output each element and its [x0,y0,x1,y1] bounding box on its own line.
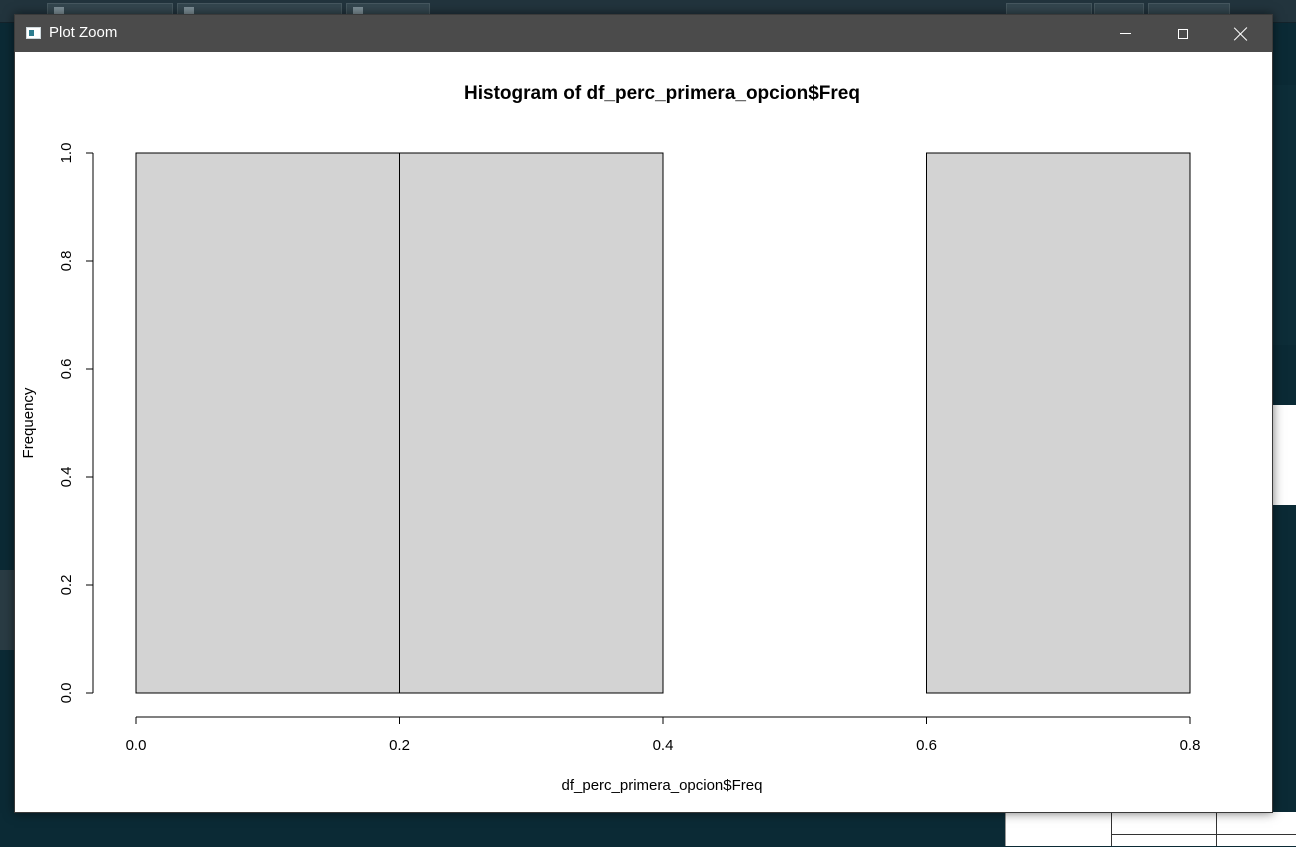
histogram-chart: Histogram of df_perc_primera_opcion$Freq… [20,83,1201,794]
x-tick-label: 0.4 [653,737,674,754]
maximize-button[interactable] [1154,15,1212,52]
plot-area: Histogram of df_perc_primera_opcion$Freq… [15,52,1272,812]
maximize-icon [1178,28,1188,39]
x-axis: 0.0 0.2 0.4 0.6 0.8 [126,716,1201,754]
x-tick-label: 0.6 [916,737,937,754]
x-tick-label: 0.2 [389,737,410,754]
plot-zoom-window: Plot Zoom Histogram of df_perc_primera_o… [14,14,1273,813]
y-axis: 0.0 0.2 0.4 0.6 0.8 1.0 [58,143,94,704]
minimize-icon [1119,33,1131,34]
background-plot-preview [1272,405,1296,505]
histogram-bar-3 [926,152,1191,694]
background-plot-thumbnail [1005,812,1296,846]
y-tick-label: 0.6 [58,359,75,380]
window-title: Plot Zoom [49,24,118,41]
histogram-bar-1 [399,152,664,694]
x-tick-label: 0.0 [126,737,147,754]
minimize-button[interactable] [1096,15,1154,52]
y-tick-label: 0.0 [58,683,75,704]
app-icon [26,27,41,39]
x-axis-label: df_perc_primera_opcion$Freq [562,777,763,794]
chart-title: Histogram of df_perc_primera_opcion$Freq [464,83,860,104]
title-bar[interactable]: Plot Zoom [15,15,1272,52]
y-tick-label: 0.8 [58,251,75,272]
histogram-bar-0 [135,152,400,694]
y-tick-label: 1.0 [58,143,75,164]
background-console [1272,85,1296,345]
x-tick-label: 0.8 [1180,737,1201,754]
y-tick-label: 0.4 [58,467,75,488]
background-panel [0,570,15,650]
y-axis-label: Frequency [20,387,37,458]
y-tick-label: 0.2 [58,575,75,596]
close-icon [1234,27,1248,41]
bars-group [135,152,1191,694]
close-button[interactable] [1212,15,1270,52]
